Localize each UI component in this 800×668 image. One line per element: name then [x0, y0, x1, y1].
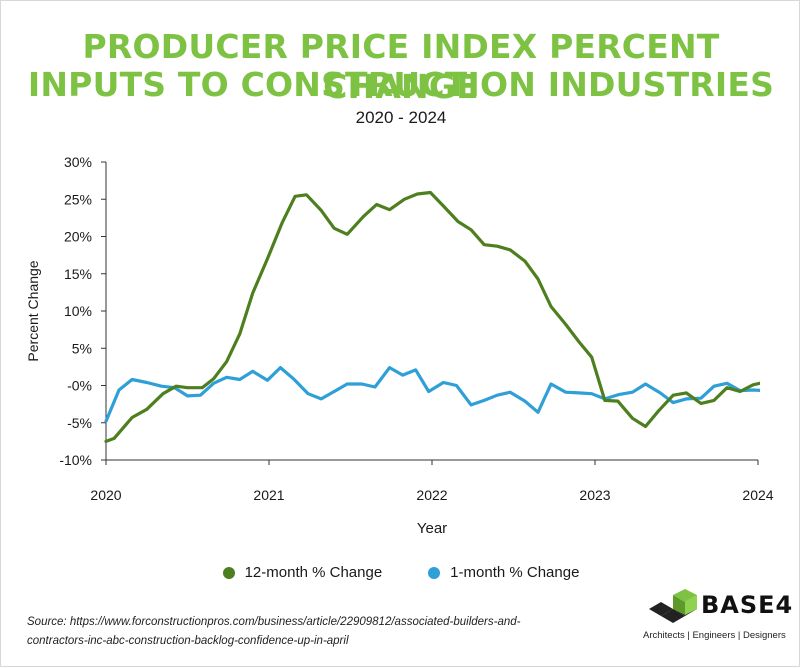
logo-wordmark: BASE4: [701, 591, 794, 619]
series-line-12-month: [104, 190, 760, 443]
source-line-2: contractors-inc-abc-construction-backlog…: [27, 635, 349, 647]
chart-subtitle: 2020 - 2024: [355, 108, 447, 127]
x-tick-label: 2021: [253, 487, 284, 503]
logo-tagline: Architects | Engineers | Designers: [643, 630, 786, 641]
y-tick-label: -10%: [59, 452, 92, 468]
x-tick-label: 2020: [90, 487, 121, 503]
legend-label-12-month: 12-month % Change: [244, 564, 383, 581]
y-tick-label: 30%: [64, 154, 92, 170]
y-tick-label: 20%: [64, 229, 92, 245]
legend-swatch-1-month: [428, 566, 441, 579]
legend-item-12-month: 12-month % Change: [222, 564, 383, 581]
x-axis-label: Year: [417, 520, 447, 537]
y-axis-label: Percent Change: [25, 260, 41, 361]
base4-logo: BASE4 Architects | Engineers | Designers: [643, 589, 792, 649]
source-line-1: Source: https://www.forconstructionpros.…: [27, 616, 521, 628]
y-tick-label: -0%: [67, 378, 92, 394]
chart-title-line-2: INPUTS TO CONSTRUCTION INDUSTRIES: [27, 65, 775, 104]
x-tick-label: 2022: [416, 487, 447, 503]
series-line-1-month: [104, 366, 760, 423]
legend-item-1-month: 1-month % Change: [428, 564, 579, 581]
x-tick-label: 2024: [742, 487, 773, 503]
chart-title-line-1: PRODUCER PRICE INDEX PERCENT CHANGE: [82, 27, 720, 106]
y-tick-label: 25%: [64, 191, 92, 207]
y-tick-label: 10%: [64, 303, 92, 319]
y-tick-label: 15%: [64, 266, 92, 282]
x-tick-label: 2023: [579, 487, 610, 503]
legend-label-1-month: 1-month % Change: [450, 564, 580, 581]
logo-cube-icon: [649, 589, 697, 623]
source-note: Source: https://www.forconstructionpros.…: [27, 613, 567, 651]
legend-swatch-12-month: [222, 566, 235, 579]
chart-legend: 12-month % Change 1-month % Change: [1, 564, 800, 581]
y-tick-label: -5%: [67, 415, 92, 431]
y-tick-label: 5%: [72, 340, 92, 356]
